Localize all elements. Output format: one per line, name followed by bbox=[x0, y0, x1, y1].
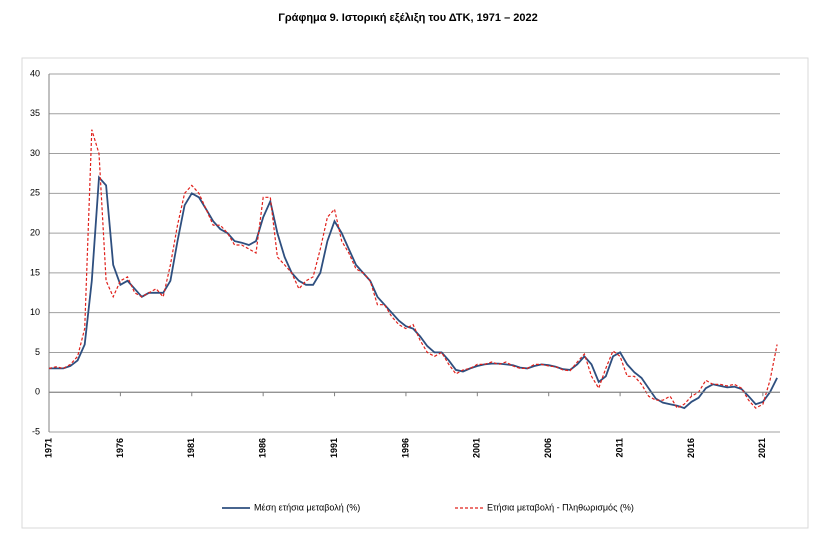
y-tick-label: -5 bbox=[32, 426, 40, 436]
x-tick-label: 1986 bbox=[258, 438, 268, 458]
y-tick-label: 5 bbox=[35, 347, 40, 357]
y-tick-label: 25 bbox=[30, 188, 40, 198]
x-tick-label: 1996 bbox=[400, 438, 410, 458]
x-tick-label: 1981 bbox=[186, 438, 196, 458]
legend-label: Ετήσια μεταβολή - Πληθωρισμός (%) bbox=[487, 502, 634, 512]
x-tick-label: 1971 bbox=[43, 438, 53, 458]
x-tick-label: 2001 bbox=[472, 438, 482, 458]
legend-label: Μέση ετήσια μεταβολή (%) bbox=[254, 502, 360, 512]
x-tick-label: 1991 bbox=[329, 438, 339, 458]
chart-title: Γράφημα 9. Ιστορική εξέλιξη του ΔΤΚ, 197… bbox=[278, 12, 537, 24]
series-line bbox=[49, 175, 778, 410]
x-tick-label: 2006 bbox=[543, 438, 553, 458]
x-tick-label: 1976 bbox=[115, 438, 125, 458]
x-tick-label: 2021 bbox=[757, 438, 767, 458]
x-tick-label: 2016 bbox=[686, 438, 696, 458]
y-tick-label: 30 bbox=[30, 148, 40, 158]
y-tick-label: 10 bbox=[30, 307, 40, 317]
x-tick-label: 2011 bbox=[614, 438, 624, 458]
y-tick-label: 35 bbox=[30, 108, 40, 118]
y-tick-label: 40 bbox=[30, 68, 40, 78]
y-tick-label: 0 bbox=[35, 387, 40, 397]
y-tick-label: 20 bbox=[30, 227, 40, 237]
series-line bbox=[48, 129, 778, 409]
chart-frame bbox=[21, 57, 809, 529]
y-tick-label: 15 bbox=[30, 267, 40, 277]
